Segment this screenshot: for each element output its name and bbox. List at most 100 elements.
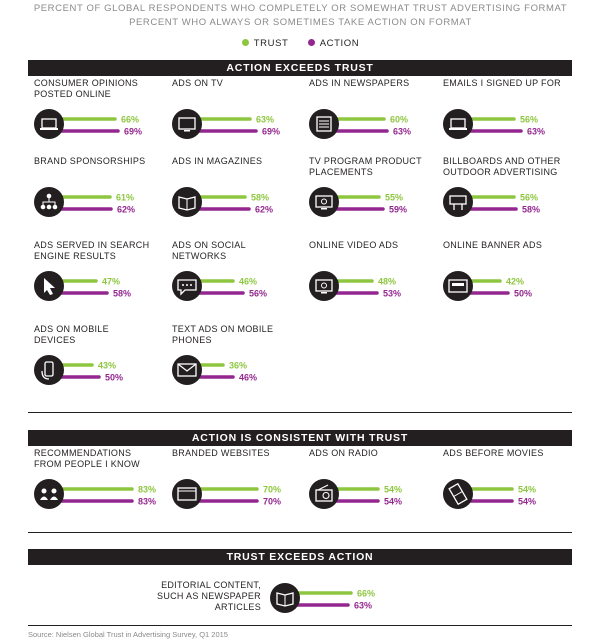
film-icon-part bbox=[453, 491, 463, 497]
envelope-icon bbox=[177, 363, 197, 377]
action-value: 59% bbox=[389, 205, 407, 215]
section-header-consistent: ACTION IS CONSISTENT WITH TRUST bbox=[28, 430, 572, 446]
radio-icon bbox=[315, 484, 333, 502]
action-value: 58% bbox=[522, 205, 540, 215]
trust-value: 43% bbox=[98, 361, 116, 371]
mobile-hand-icon bbox=[41, 361, 54, 380]
action-value: 56% bbox=[249, 289, 267, 299]
trust-value: 60% bbox=[390, 115, 408, 125]
banner-icon-part bbox=[452, 283, 464, 286]
chart-subtitle-trust: PERCENT OF GLOBAL RESPONDENTS WHO COMPLE… bbox=[33, 3, 568, 14]
book-icon bbox=[276, 592, 294, 607]
radio-icon-part bbox=[322, 491, 330, 500]
mobile-hand-icon-part bbox=[41, 370, 50, 380]
envelope-icon-part bbox=[177, 363, 197, 372]
mobile-hand-icon-part bbox=[44, 361, 54, 377]
chart-item: ADS IN NEWSPAPERS 60% 63% bbox=[309, 78, 411, 139]
laptop-chat-icon-part bbox=[40, 128, 58, 130]
trust-value: 54% bbox=[518, 485, 536, 495]
org-chart-icon-part bbox=[46, 193, 52, 199]
item-label: ADS BEFORE MOVIES bbox=[443, 448, 544, 458]
trust-value: 54% bbox=[384, 485, 402, 495]
trust-value: 48% bbox=[378, 277, 396, 287]
chart-item: ADS IN MAGAZINES 58% 62% bbox=[172, 156, 273, 217]
website-icon-part bbox=[177, 487, 197, 501]
item-label: ADS ON SOCIAL bbox=[172, 240, 246, 250]
chat-bubble-icon bbox=[177, 279, 197, 296]
item-label: BILLBOARDS AND OTHER bbox=[443, 156, 561, 166]
chat-bubble-icon-part bbox=[186, 284, 188, 286]
trust-value: 63% bbox=[256, 115, 274, 125]
item-label: OUTDOOR ADVERTISING bbox=[443, 167, 558, 177]
trust-value: 47% bbox=[102, 277, 120, 287]
action-value: 70% bbox=[263, 497, 281, 507]
action-value: 58% bbox=[113, 289, 131, 299]
item-label: PHONES bbox=[172, 335, 212, 345]
icon-badge bbox=[172, 355, 202, 385]
chart-item: BRAND SPONSORSHIPS 61% 62% bbox=[34, 156, 145, 217]
cursor-icon-part bbox=[44, 278, 55, 295]
chart-item: ADS ON TV 63% 69% bbox=[172, 78, 280, 139]
action-value: 62% bbox=[117, 205, 135, 215]
item-label: TEXT ADS ON MOBILE bbox=[172, 324, 273, 334]
film-icon bbox=[448, 482, 468, 506]
tv-product-icon bbox=[315, 195, 333, 210]
trust-value: 56% bbox=[520, 115, 538, 125]
video-monitor-icon-part bbox=[321, 282, 327, 289]
item-label: ADS IN NEWSPAPERS bbox=[309, 78, 409, 88]
trust-value: 46% bbox=[239, 277, 257, 287]
action-value: 54% bbox=[384, 497, 402, 507]
trust-value: 83% bbox=[138, 485, 156, 495]
people-icon-part bbox=[41, 488, 47, 494]
icon-badge bbox=[34, 109, 64, 139]
trust-value: 70% bbox=[263, 485, 281, 495]
item-label: ADS ON MOBILE bbox=[34, 324, 109, 334]
legend-action-swatch bbox=[307, 39, 315, 46]
banner-icon bbox=[448, 279, 468, 293]
action-value: 63% bbox=[393, 127, 411, 137]
item-label: NETWORKS bbox=[172, 251, 226, 261]
trust-value: 36% bbox=[229, 361, 247, 371]
chart-subtitle-action: PERCENT WHO ALWAYS OR SOMETIMES TAKE ACT… bbox=[129, 17, 472, 28]
video-monitor-icon bbox=[315, 279, 333, 294]
legend-trust-label: TRUST bbox=[253, 38, 289, 49]
action-value: 63% bbox=[354, 601, 372, 611]
newspaper-icon-part bbox=[316, 116, 332, 132]
legend-item-action: ACTION bbox=[307, 38, 360, 49]
trust-value: 58% bbox=[251, 193, 269, 203]
item-label: RECOMMENDATIONS bbox=[34, 448, 131, 458]
action-value: 46% bbox=[239, 373, 257, 383]
section-header-action-exceeds: ACTION EXCEEDS TRUST bbox=[28, 60, 572, 76]
source-note: Source: Nielsen Global Trust in Advertis… bbox=[28, 630, 228, 639]
legend-action-label: ACTION bbox=[319, 38, 360, 49]
action-value: 83% bbox=[138, 497, 156, 507]
item-label: ADS ON RADIO bbox=[309, 448, 378, 458]
chart-item: ONLINE VIDEO ADS 48% 53% bbox=[309, 240, 401, 301]
section-divider bbox=[28, 412, 572, 413]
laptop-icon-part bbox=[449, 128, 467, 130]
icon-badge bbox=[309, 187, 339, 217]
trust-value: 55% bbox=[385, 193, 403, 203]
item-label: ONLINE BANNER ADS bbox=[443, 240, 542, 250]
action-value: 53% bbox=[383, 289, 401, 299]
item-label: SUCH AS NEWSPAPER bbox=[157, 591, 261, 601]
action-value: 62% bbox=[255, 205, 273, 215]
icon-badge bbox=[443, 187, 473, 217]
item-label: EMAILS I SIGNED UP FOR bbox=[443, 78, 561, 88]
item-label: DEVICES bbox=[34, 335, 76, 345]
org-chart-icon bbox=[40, 193, 58, 210]
radio-icon-part bbox=[315, 489, 333, 502]
chart-item: EDITORIAL CONTENT,SUCH AS NEWSPAPERARTIC… bbox=[157, 580, 375, 613]
action-value: 69% bbox=[124, 127, 142, 137]
org-chart-icon-part bbox=[40, 204, 46, 210]
legend-item-trust: TRUST bbox=[241, 38, 289, 49]
chart-item: ADS ON RADIO 54% 54% bbox=[309, 448, 402, 509]
chat-bubble-icon-part bbox=[190, 284, 192, 286]
radio-icon-part bbox=[317, 484, 329, 491]
item-label: CONSUMER OPINIONS bbox=[34, 78, 138, 88]
chart-item: BRANDED WEBSITES 70% 70% bbox=[172, 448, 281, 509]
